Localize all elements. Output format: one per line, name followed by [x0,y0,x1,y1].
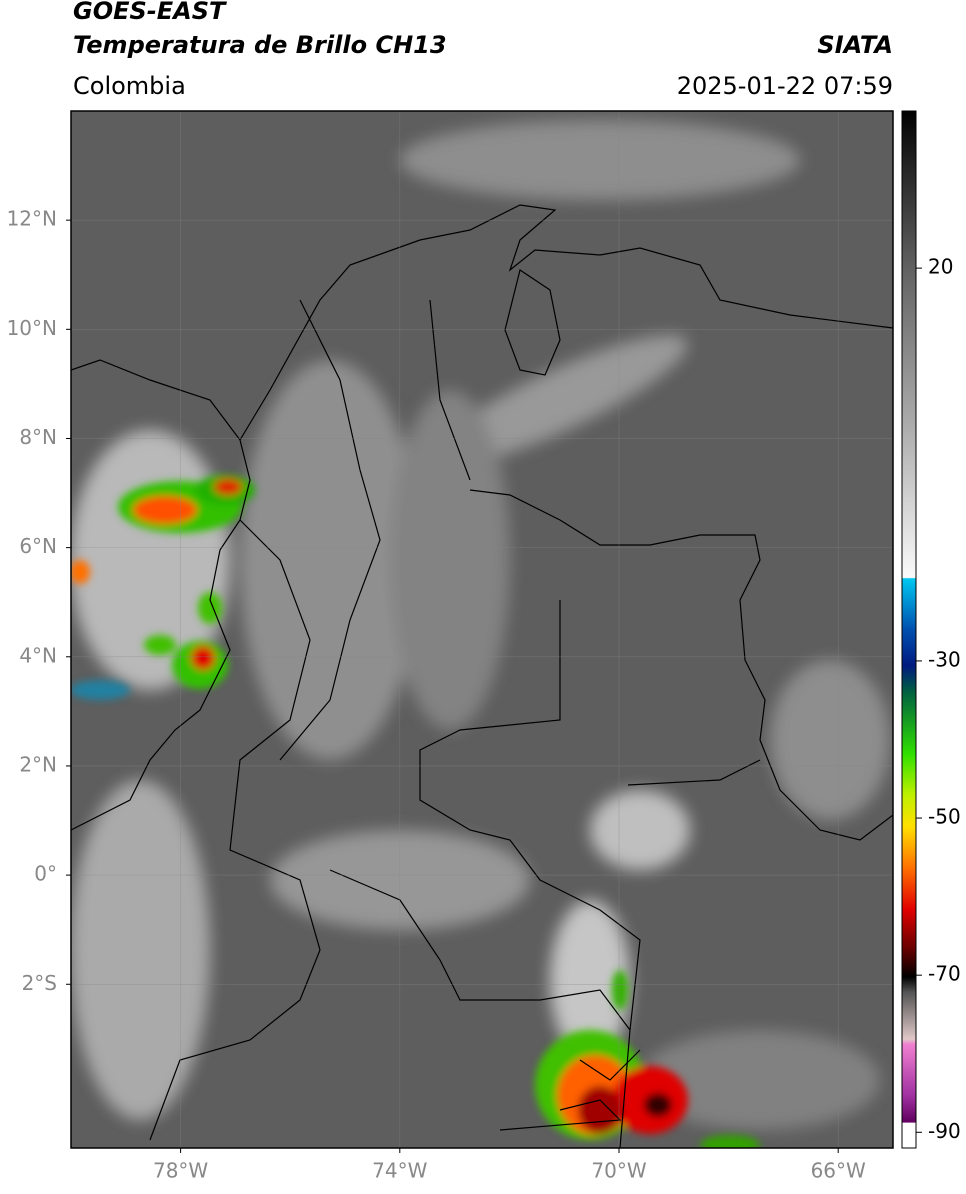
lon-tick-label: 66°W [811,1159,866,1183]
colorbar-tick-label: -50 [928,805,961,829]
graticule [71,111,893,1148]
lat-tick-label: 0° [34,862,57,886]
satellite-image [71,111,893,1148]
lat-tick-label: 12°N [7,207,57,231]
timestamp: 2025-01-22 07:59 [677,72,893,100]
map-frame [70,110,894,1149]
lon-tick-label: 74°W [372,1159,427,1183]
lat-tick-label: 8°N [19,425,57,449]
lat-tick-label: 6°N [19,534,57,558]
colorbar-tick-label: -70 [928,962,961,986]
colorbar-tick-label: -30 [928,647,961,671]
lat-tick-label: 2°S [22,971,57,995]
lon-tick-label: 78°W [153,1159,208,1183]
lat-tick-label: 2°N [19,752,57,776]
lat-tick-label: 10°N [7,316,57,340]
colorbar [901,110,917,1149]
subtitle: Temperatura de Brillo CH13 [73,31,447,59]
source: SIATA [817,31,893,59]
colorbar-tick-label: -90 [928,1119,961,1143]
region: Colombia [73,72,186,100]
title: GOES-EAST [73,0,227,25]
lon-tick-label: 70°W [591,1159,646,1183]
lat-tick-label: 4°N [19,643,57,667]
colorbar-tick-label: 20 [928,255,953,279]
